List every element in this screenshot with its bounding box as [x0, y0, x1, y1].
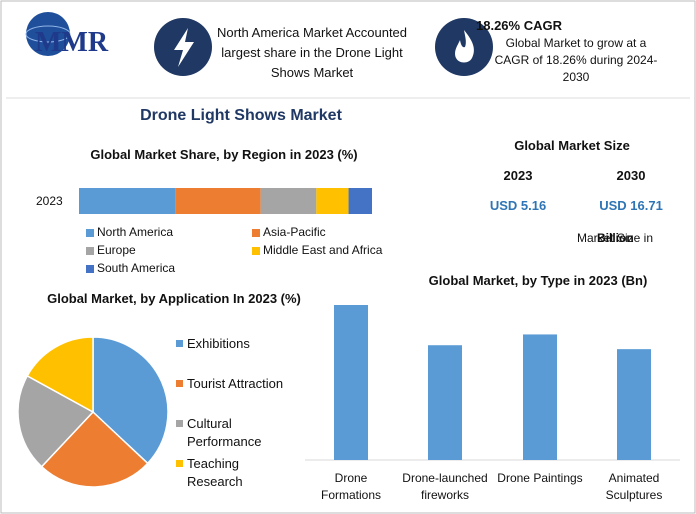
- chart-title: Global Market, by Application In 2023 (%…: [47, 291, 301, 306]
- size-title: Global Market Size: [514, 138, 630, 153]
- x-tick-label: Animated Sculptures: [605, 471, 663, 502]
- bar: [334, 305, 368, 460]
- size-year: 2030: [616, 168, 646, 183]
- legend-swatch: [252, 247, 260, 255]
- legend-swatch: [176, 380, 183, 387]
- highlight-title: 18.26% CAGR: [476, 18, 562, 33]
- legend-swatch: [86, 265, 94, 273]
- legend-swatch: [252, 229, 260, 237]
- pie-slice: [17, 374, 95, 468]
- bar-segment: [175, 188, 261, 214]
- bar-segment: [79, 188, 176, 214]
- size-value: USD 5.16: [489, 198, 547, 213]
- legend-label: Asia-Pacific: [263, 225, 326, 239]
- logo-text: MMR: [35, 27, 109, 58]
- legend-label: Teaching Research: [187, 456, 243, 489]
- legend-label: North America: [97, 225, 174, 239]
- pie-slice: [40, 410, 149, 488]
- legend-swatch: [176, 420, 183, 427]
- highlight-text: Global Market to grow at a CAGR of 18.26…: [494, 36, 658, 84]
- pie-slice: [26, 336, 94, 414]
- x-tick-label: Drone Paintings: [497, 471, 583, 485]
- legend-label: Cultural Performance: [187, 416, 262, 449]
- bar-segment: [348, 188, 372, 214]
- legend-swatch: [86, 247, 94, 255]
- x-tick-label: Drone Formations: [320, 471, 382, 502]
- legend-label: Exhibitions: [187, 336, 250, 351]
- legend-swatch: [176, 460, 183, 467]
- legend-label: Middle East and Africa: [263, 243, 383, 257]
- size-unit: Billion: [597, 231, 634, 245]
- bar: [428, 345, 462, 460]
- highlight-text: North America Market Accounted largest s…: [216, 25, 408, 80]
- logo-orbit: [25, 25, 71, 43]
- bar-segment: [316, 188, 349, 214]
- chart-title: Global Market, by Type in 2023 (Bn): [428, 273, 648, 288]
- legend-label: South America: [97, 261, 176, 275]
- bar-segment: [260, 188, 317, 214]
- legend-swatch: [86, 229, 94, 237]
- main-title: Drone Light Shows Market: [140, 107, 342, 124]
- flame-icon: [455, 30, 474, 63]
- legend-label: Europe: [97, 243, 136, 257]
- legend-label: Tourist Attraction: [187, 376, 284, 391]
- bar: [523, 334, 557, 460]
- size-value: USD 16.71: [599, 198, 663, 213]
- chart-title: Global Market Share, by Region in 2023 (…: [90, 147, 358, 162]
- bolt-icon: [174, 28, 194, 67]
- size-note: Market Size in: [576, 231, 653, 245]
- icon-circle: [435, 18, 493, 76]
- bar: [617, 349, 651, 460]
- legend-swatch: [176, 340, 183, 347]
- pie-slice: [92, 336, 169, 465]
- x-tick-label: Drone-launched fireworks: [402, 471, 488, 502]
- logo-globe: [26, 12, 70, 56]
- size-year: 2023: [503, 168, 533, 183]
- category-label: 2023: [36, 194, 63, 208]
